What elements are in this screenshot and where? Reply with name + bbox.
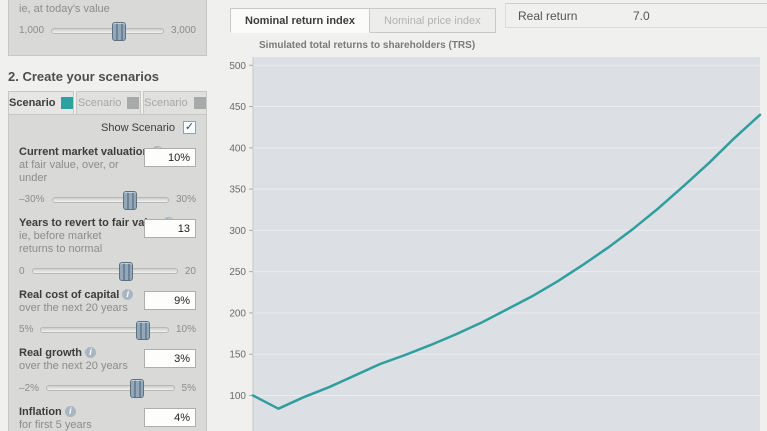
y-tick-label: 250 xyxy=(229,267,246,278)
tab-nominal-price-index[interactable]: Nominal price index xyxy=(370,8,496,33)
value-input[interactable]: 9% xyxy=(144,290,196,310)
control-label: Current market valuation xyxy=(19,146,150,158)
control-sublabel: ie, before market returns to normal xyxy=(19,230,103,255)
slider-max-label: 10% xyxy=(175,324,196,336)
y-tick-label: 100 xyxy=(229,391,246,402)
starting-value-panel: ie, at today's value 1,000 3,000 xyxy=(8,0,207,56)
scenario-tab-1[interactable]: Scenario xyxy=(8,91,75,114)
control-sublabel: over the next 20 years xyxy=(19,301,128,314)
control-sublabel: for first 5 years xyxy=(19,418,92,431)
y-tick-label: 150 xyxy=(229,350,246,361)
create-scenarios-heading: 2. Create your scenarios xyxy=(8,69,160,84)
real-return-row: Real return 7.0 xyxy=(505,3,767,28)
slider-track[interactable] xyxy=(40,320,169,340)
real-return-value: 7.0 xyxy=(633,8,650,23)
scenario-tab-2[interactable]: Scenario xyxy=(76,91,141,114)
slider-min-label: 5% xyxy=(19,324,34,336)
slider-thumb[interactable] xyxy=(130,379,145,399)
control-sublabel: over the next 20 years xyxy=(19,360,128,373)
slider-track[interactable] xyxy=(51,190,169,210)
y-tick-label: 500 xyxy=(229,61,246,72)
scenario-sidebar: ie, at today's value 1,000 3,000 2. Crea… xyxy=(8,0,207,431)
value-input[interactable]: 3% xyxy=(144,349,196,369)
info-icon[interactable]: i xyxy=(122,288,134,300)
scenario-tab-label: Scenario xyxy=(9,97,56,109)
starting-value-slider: 1,000 3,000 xyxy=(19,21,196,41)
slider-thumb[interactable] xyxy=(111,21,126,41)
tab-nominal-return-index[interactable]: Nominal return index xyxy=(230,8,371,33)
chart-title: Simulated total returns to shareholders … xyxy=(259,40,476,51)
real-return-label: Real return xyxy=(518,8,578,23)
scenario-tabs: Scenario Scenario Scenario xyxy=(8,91,207,114)
value-input[interactable]: 13 xyxy=(144,219,196,239)
chart-index-tabs: Nominal return index Nominal price index xyxy=(230,8,496,33)
scenario-color-swatch xyxy=(193,97,206,109)
control-slider: –2% 5% xyxy=(19,379,196,399)
scenario-controls-panel: Show Scenario ✓ Current market valuation… xyxy=(8,114,207,431)
control-current-market-valuation: Current market valuationi at fair value,… xyxy=(19,146,196,210)
control-label: Inflation xyxy=(19,405,62,418)
y-tick-label: 200 xyxy=(229,308,246,319)
info-icon[interactable]: i xyxy=(84,347,96,359)
slider-min-label: –30% xyxy=(19,194,45,206)
y-tick-label: 400 xyxy=(229,143,246,154)
value-input[interactable]: 10% xyxy=(144,148,196,167)
plot-area xyxy=(253,57,760,431)
show-scenario-row: Show Scenario ✓ xyxy=(19,121,196,134)
control-slider: 0 20 xyxy=(19,262,196,282)
control-label: Years to revert to fair value xyxy=(19,217,161,230)
value-input[interactable]: 4% xyxy=(144,407,196,427)
slider-max-label: 20 xyxy=(184,265,196,277)
scenario-tab-label: Scenario xyxy=(144,97,188,109)
scenario-tab-3[interactable]: Scenario xyxy=(142,91,207,114)
slider-track[interactable] xyxy=(46,379,175,399)
slider-max-label: 3,000 xyxy=(170,25,196,36)
slider-min-label: –2% xyxy=(19,382,40,394)
starting-value-sublabel: ie, at today's value xyxy=(19,3,110,15)
trs-line-chart: 100 150 200 250 300 350 400 450 500 xyxy=(229,57,762,431)
control-real-cost-of-capital: Real cost of capital i over the next 20 y… xyxy=(19,288,196,340)
slider-min-label: 1,000 xyxy=(19,25,45,36)
slider-track[interactable] xyxy=(51,21,164,41)
control-slider: 5% 10% xyxy=(19,320,196,340)
slider-thumb[interactable] xyxy=(135,320,150,340)
control-label: Real growth xyxy=(19,347,82,360)
control-sublabel: at fair value, over, or under xyxy=(19,159,119,184)
y-tick-label: 350 xyxy=(229,185,246,196)
slider-thumb[interactable] xyxy=(119,262,134,282)
control-slider: –30% 30% xyxy=(19,190,196,210)
slider-min-label: 0 xyxy=(19,265,25,277)
show-scenario-label: Show Scenario xyxy=(101,121,175,134)
scenario-color-swatch xyxy=(61,97,74,109)
series-line xyxy=(251,113,762,410)
slider-track[interactable] xyxy=(31,262,178,282)
slider-thumb[interactable] xyxy=(122,190,137,210)
slider-max-label: 5% xyxy=(181,382,196,394)
y-tick-label: 450 xyxy=(229,102,246,113)
info-icon[interactable]: i xyxy=(64,405,76,417)
control-real-growth: Real growth i over the next 20 years 3% –… xyxy=(19,347,196,399)
scenario-tab-label: Scenario xyxy=(77,97,122,109)
show-scenario-checkbox[interactable]: ✓ xyxy=(183,121,196,134)
slider-max-label: 30% xyxy=(175,194,196,206)
control-label: Real cost of capital xyxy=(19,288,120,301)
y-tick-label: 300 xyxy=(229,226,246,237)
scenario-color-swatch xyxy=(127,97,140,109)
